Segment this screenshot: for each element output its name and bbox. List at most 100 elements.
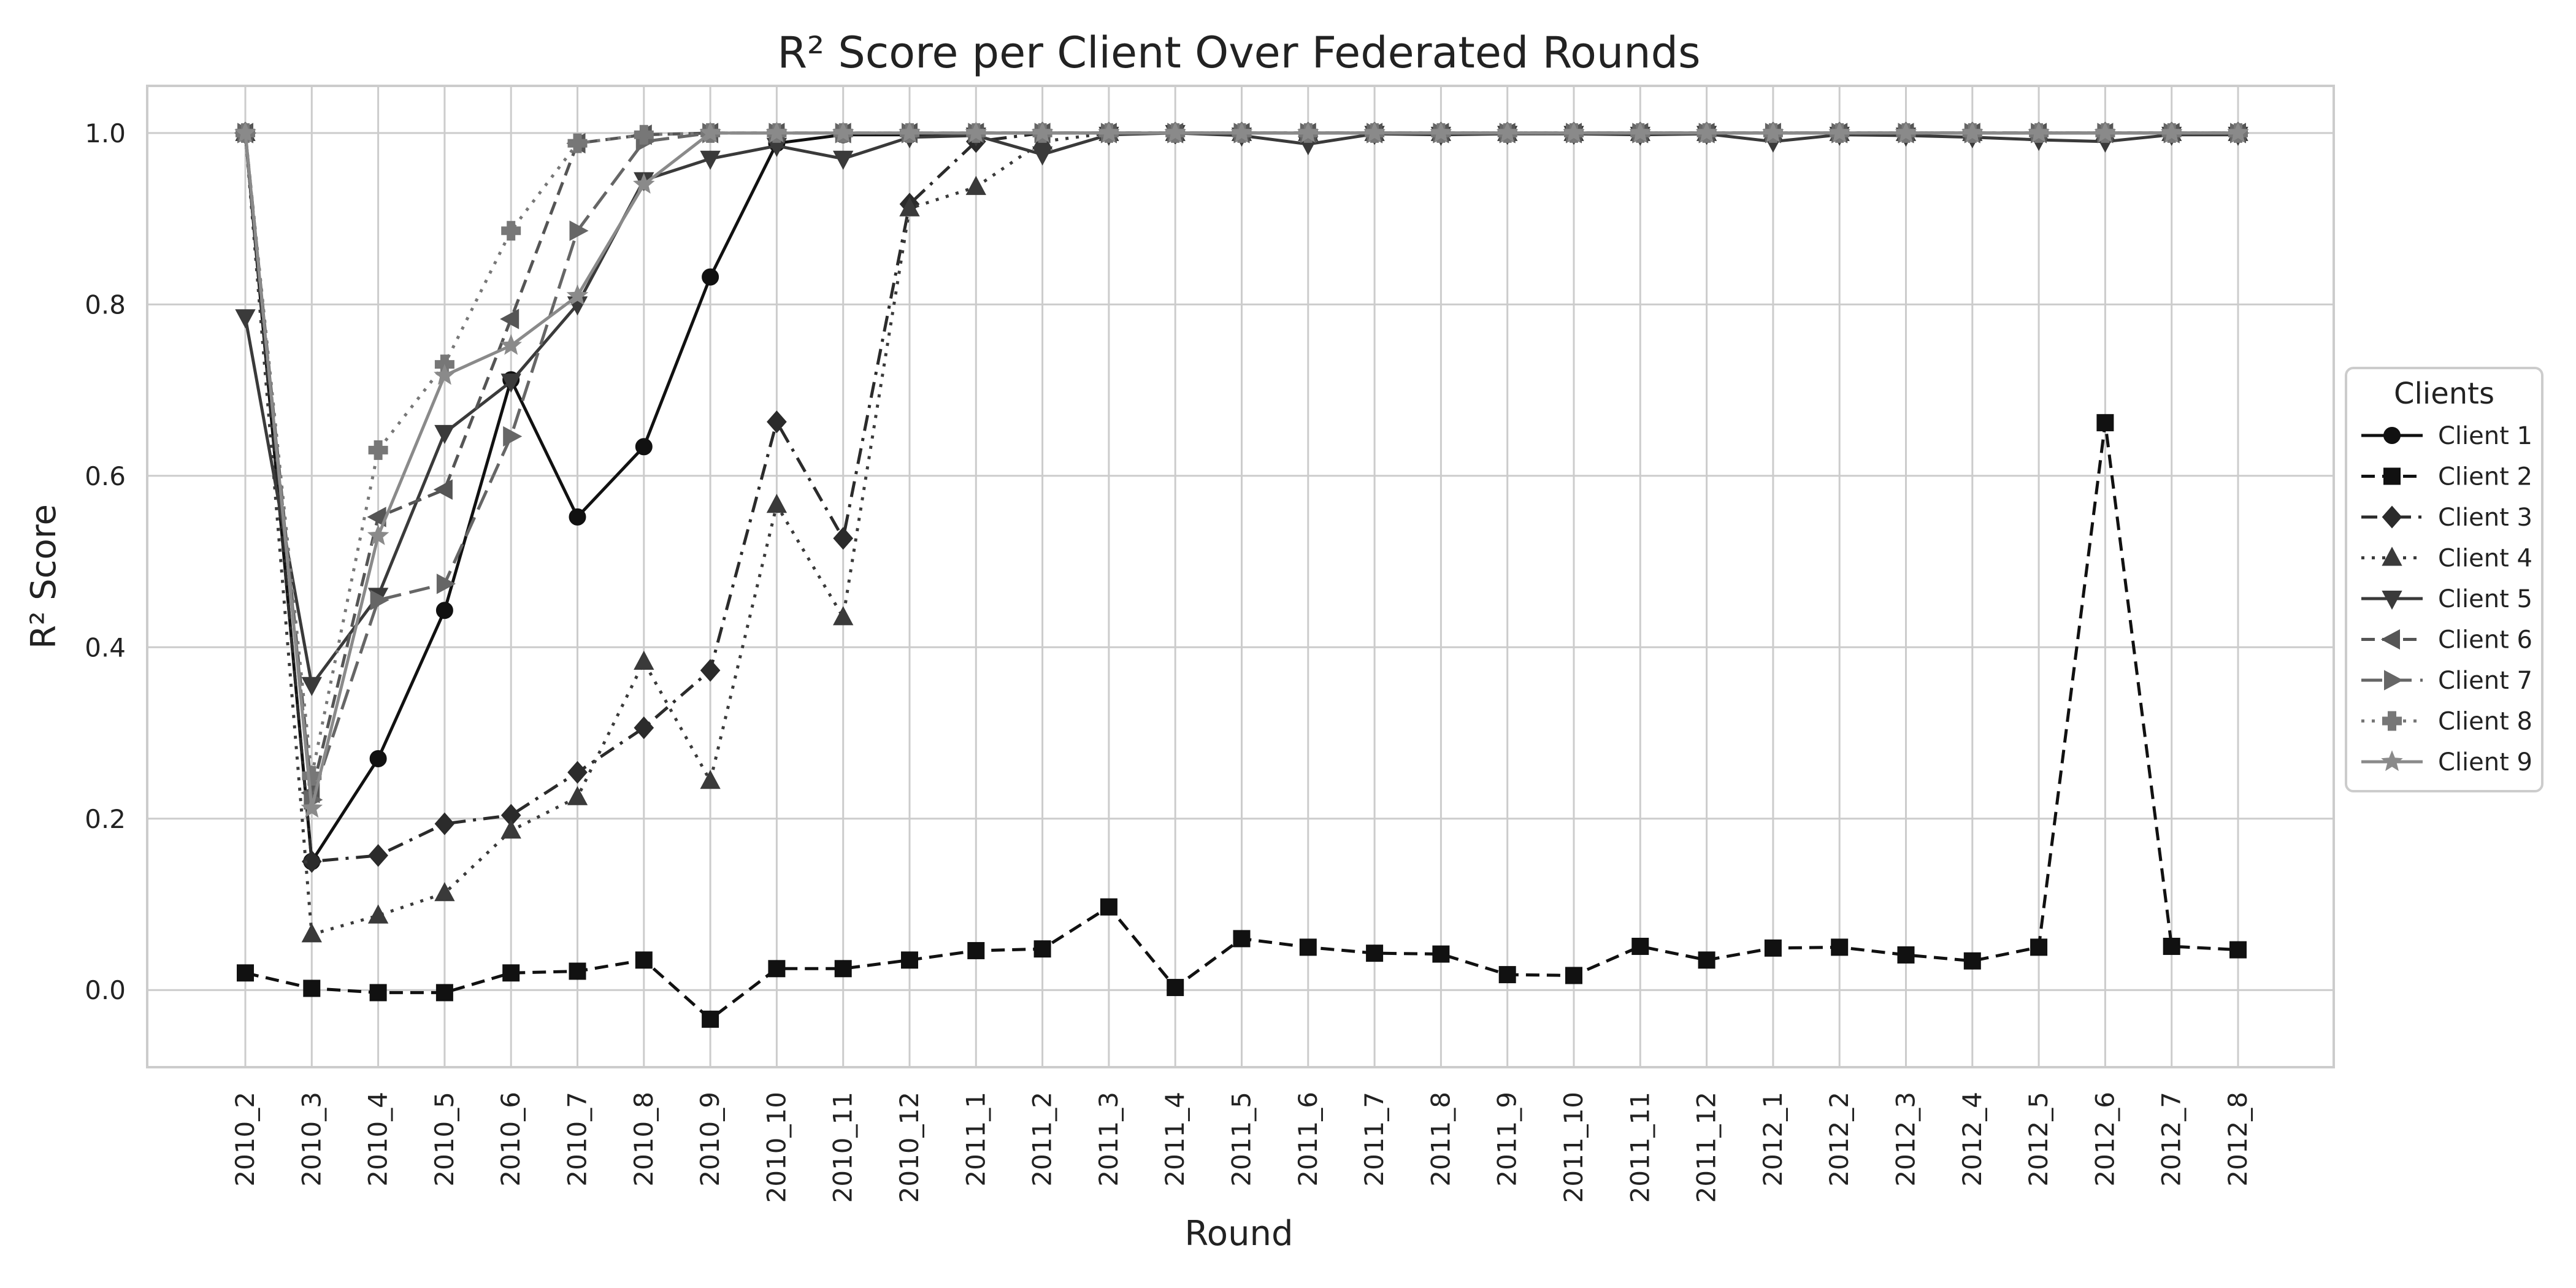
data-point-client-3 — [434, 812, 455, 835]
data-point-client-8 — [567, 133, 588, 153]
data-point-client-3 — [767, 410, 787, 434]
legend-marker — [2382, 546, 2402, 566]
data-point-client-2 — [2030, 938, 2048, 956]
data-point-client-2 — [2163, 937, 2180, 955]
data-point-client-4 — [899, 197, 920, 217]
data-point-client-9 — [1430, 121, 1452, 142]
data-point-client-2 — [2096, 414, 2114, 432]
chart-title: R² Score per Client Over Federated Round… — [777, 28, 1700, 78]
data-point-client-9 — [1363, 121, 1386, 142]
data-point-client-9 — [1496, 121, 1519, 142]
data-point-client-2 — [768, 960, 786, 978]
legend-marker — [2382, 711, 2402, 731]
x-tick-label: 2010_12 — [894, 1092, 924, 1203]
x-tick-label: 2011_5 — [1227, 1092, 1257, 1187]
y-axis-label: R² Score — [24, 504, 64, 649]
x-tick-label: 2012_6 — [2090, 1092, 2120, 1187]
data-point-client-9 — [1895, 121, 1917, 142]
series-client-9 — [234, 121, 2249, 818]
x-tick-label: 2012_2 — [1824, 1092, 1854, 1187]
data-point-client-4 — [500, 819, 521, 839]
legend-label: Client 5 — [2438, 585, 2532, 613]
data-point-client-9 — [765, 121, 788, 142]
data-point-client-4 — [766, 494, 788, 513]
data-point-client-5 — [301, 677, 322, 696]
data-point-client-4 — [367, 904, 389, 924]
data-point-client-2 — [1033, 940, 1051, 958]
legend-item-client-5: Client 5 — [2361, 585, 2532, 613]
legend-label: Client 4 — [2438, 545, 2532, 573]
x-tick-label: 2010_7 — [562, 1092, 592, 1187]
x-tick-label: 2010_3 — [296, 1092, 326, 1187]
x-tick-label: 2011_4 — [1160, 1092, 1190, 1187]
data-point-client-1 — [435, 602, 453, 619]
series-client-2 — [237, 414, 2247, 1028]
data-point-client-1 — [702, 268, 719, 286]
data-point-client-9 — [1297, 121, 1319, 142]
data-point-client-9 — [1961, 121, 1984, 142]
data-point-client-2 — [303, 979, 321, 997]
data-point-client-2 — [1100, 898, 1117, 916]
data-point-client-9 — [367, 524, 389, 545]
data-point-client-7 — [503, 426, 523, 447]
legend-label: Client 1 — [2438, 422, 2532, 450]
data-point-client-1 — [635, 438, 653, 456]
x-tick-label: 2012_8 — [2223, 1092, 2253, 1187]
x-tick-label: 2011_6 — [1293, 1092, 1323, 1187]
x-axis-ticks: 2010_2 2010_3 2010_4 2010_5 2010_6 2010_7 2010… — [230, 1092, 2253, 1203]
data-point-client-2 — [635, 951, 653, 969]
data-point-client-5 — [1032, 146, 1053, 166]
data-point-client-9 — [1563, 121, 1585, 142]
legend-marker — [2383, 427, 2401, 444]
legend-item-client-3: Client 3 — [2361, 504, 2532, 532]
data-point-client-2 — [1764, 939, 1782, 957]
data-point-client-9 — [699, 121, 721, 142]
data-point-client-3 — [634, 716, 654, 740]
data-point-client-7 — [370, 589, 389, 611]
data-point-client-8 — [501, 221, 521, 241]
data-point-client-9 — [832, 121, 854, 142]
data-point-client-5 — [833, 150, 854, 170]
legend-marker — [2384, 670, 2404, 691]
data-point-client-2 — [2229, 941, 2247, 959]
legend-label: Client 3 — [2438, 504, 2532, 532]
data-point-client-6 — [500, 309, 519, 329]
x-tick-label: 2010_2 — [230, 1092, 260, 1187]
x-tick-label: 2012_4 — [1957, 1092, 1987, 1187]
data-point-client-3 — [700, 659, 721, 682]
y-tick-label: 0.6 — [85, 461, 126, 491]
legend-marker — [2383, 467, 2401, 485]
data-point-client-4 — [700, 770, 721, 789]
data-point-client-2 — [1698, 951, 1715, 969]
data-point-client-3 — [567, 761, 588, 784]
data-point-client-1 — [369, 749, 387, 767]
data-point-client-2 — [1897, 946, 1915, 964]
data-point-client-9 — [1098, 121, 1120, 142]
data-point-client-2 — [237, 964, 254, 982]
data-point-client-9 — [2028, 121, 2050, 142]
data-point-client-3 — [368, 844, 388, 867]
legend-item-client-9: Client 9 — [2361, 748, 2532, 776]
y-axis-ticks: 0.0 0.2 0.4 0.6 0.8 1.0 — [85, 118, 126, 1005]
legend-label: Client 8 — [2438, 708, 2532, 736]
legend-label: Client 7 — [2438, 667, 2532, 695]
data-point-client-4 — [567, 786, 588, 805]
x-tick-label: 2011_12 — [1692, 1092, 1722, 1203]
data-point-client-8 — [302, 765, 322, 786]
x-tick-label: 2012_1 — [1758, 1092, 1788, 1187]
data-point-client-9 — [500, 334, 522, 355]
data-point-client-2 — [502, 964, 520, 982]
data-point-client-8 — [368, 440, 388, 460]
x-tick-label: 2010_9 — [695, 1092, 725, 1187]
data-point-client-2 — [1565, 967, 1582, 984]
data-point-client-2 — [1299, 938, 1317, 956]
data-point-client-5 — [700, 150, 721, 170]
x-axis-label: Round — [1184, 1214, 1293, 1254]
data-point-client-3 — [301, 850, 322, 873]
data-point-client-2 — [834, 960, 852, 978]
y-tick-label: 0.2 — [85, 804, 126, 834]
data-point-client-9 — [2160, 121, 2183, 142]
data-point-client-9 — [1762, 121, 1784, 142]
data-point-client-6 — [433, 479, 453, 500]
